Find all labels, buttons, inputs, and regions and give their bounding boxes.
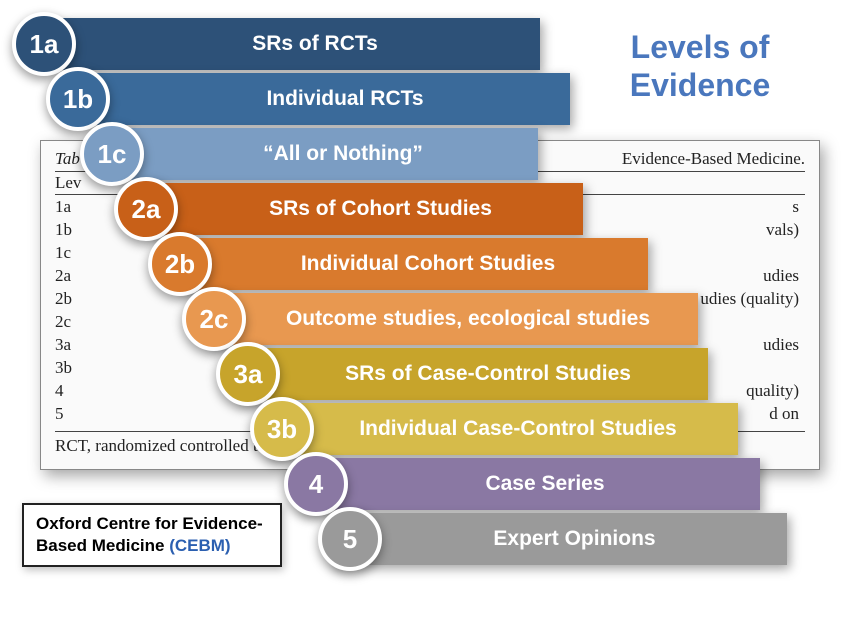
level-bar-2a: SRs of Cohort Studies	[148, 183, 583, 235]
level-circle-4: 4	[284, 452, 348, 516]
level-bar-3b: Individual Case-Control Studies	[268, 403, 738, 455]
level-bar-label: Expert Opinions	[332, 527, 787, 551]
level-circle-2c: 2c	[182, 287, 246, 351]
level-circle-1b: 1b	[46, 67, 110, 131]
cebm-citation-box: Oxford Centre for Evidence-Based Medicin…	[22, 503, 282, 567]
level-bar-label: “All or Nothing”	[118, 142, 538, 166]
level-circle-2b: 2b	[148, 232, 212, 296]
bg-row-level: 3a	[55, 335, 115, 358]
level-bar-label: Individual Case-Control Studies	[268, 417, 738, 441]
level-circle-1c: 1c	[80, 122, 144, 186]
bg-row-level: 2a	[55, 266, 115, 289]
bg-row-level: 1b	[55, 220, 115, 243]
bg-row-level: 4	[55, 381, 115, 404]
level-bar-1a: SRs of RCTs	[60, 18, 540, 70]
level-bar-label: SRs of Case-Control Studies	[238, 362, 708, 386]
title-line-2: Evidence	[590, 66, 810, 104]
bg-row-level: 1c	[55, 243, 115, 266]
level-circle-3b: 3b	[250, 397, 314, 461]
bg-row-level: 1a	[55, 197, 115, 220]
level-bar-4: Case Series	[300, 458, 760, 510]
level-circle-5: 5	[318, 507, 382, 571]
bg-row-level: 5	[55, 404, 115, 427]
title-line-1: Levels of	[590, 28, 810, 66]
level-bar-label: SRs of Cohort Studies	[148, 197, 583, 221]
bg-row-level: 2c	[55, 312, 115, 335]
level-bar-2b: Individual Cohort Studies	[178, 238, 648, 290]
page-title: Levels of Evidence	[590, 28, 810, 105]
level-bar-5: Expert Opinions	[332, 513, 787, 565]
level-circle-2a: 2a	[114, 177, 178, 241]
cebm-abbrev: (CEBM)	[169, 536, 230, 555]
bg-row-level: 3b	[55, 358, 115, 381]
level-circle-3a: 3a	[216, 342, 280, 406]
level-bar-label: SRs of RCTs	[60, 32, 540, 56]
level-bar-label: Individual Cohort Studies	[178, 252, 648, 276]
level-bar-label: Outcome studies, ecological studies	[208, 307, 698, 331]
bg-row-level: 2b	[55, 289, 115, 312]
level-bar-1b: Individual RCTs	[90, 73, 570, 125]
level-circle-1a: 1a	[12, 12, 76, 76]
level-bar-1c: “All or Nothing”	[118, 128, 538, 180]
level-bar-2c: Outcome studies, ecological studies	[208, 293, 698, 345]
level-bar-3a: SRs of Case-Control Studies	[238, 348, 708, 400]
level-bar-label: Case Series	[300, 472, 760, 496]
level-bar-label: Individual RCTs	[90, 87, 570, 111]
